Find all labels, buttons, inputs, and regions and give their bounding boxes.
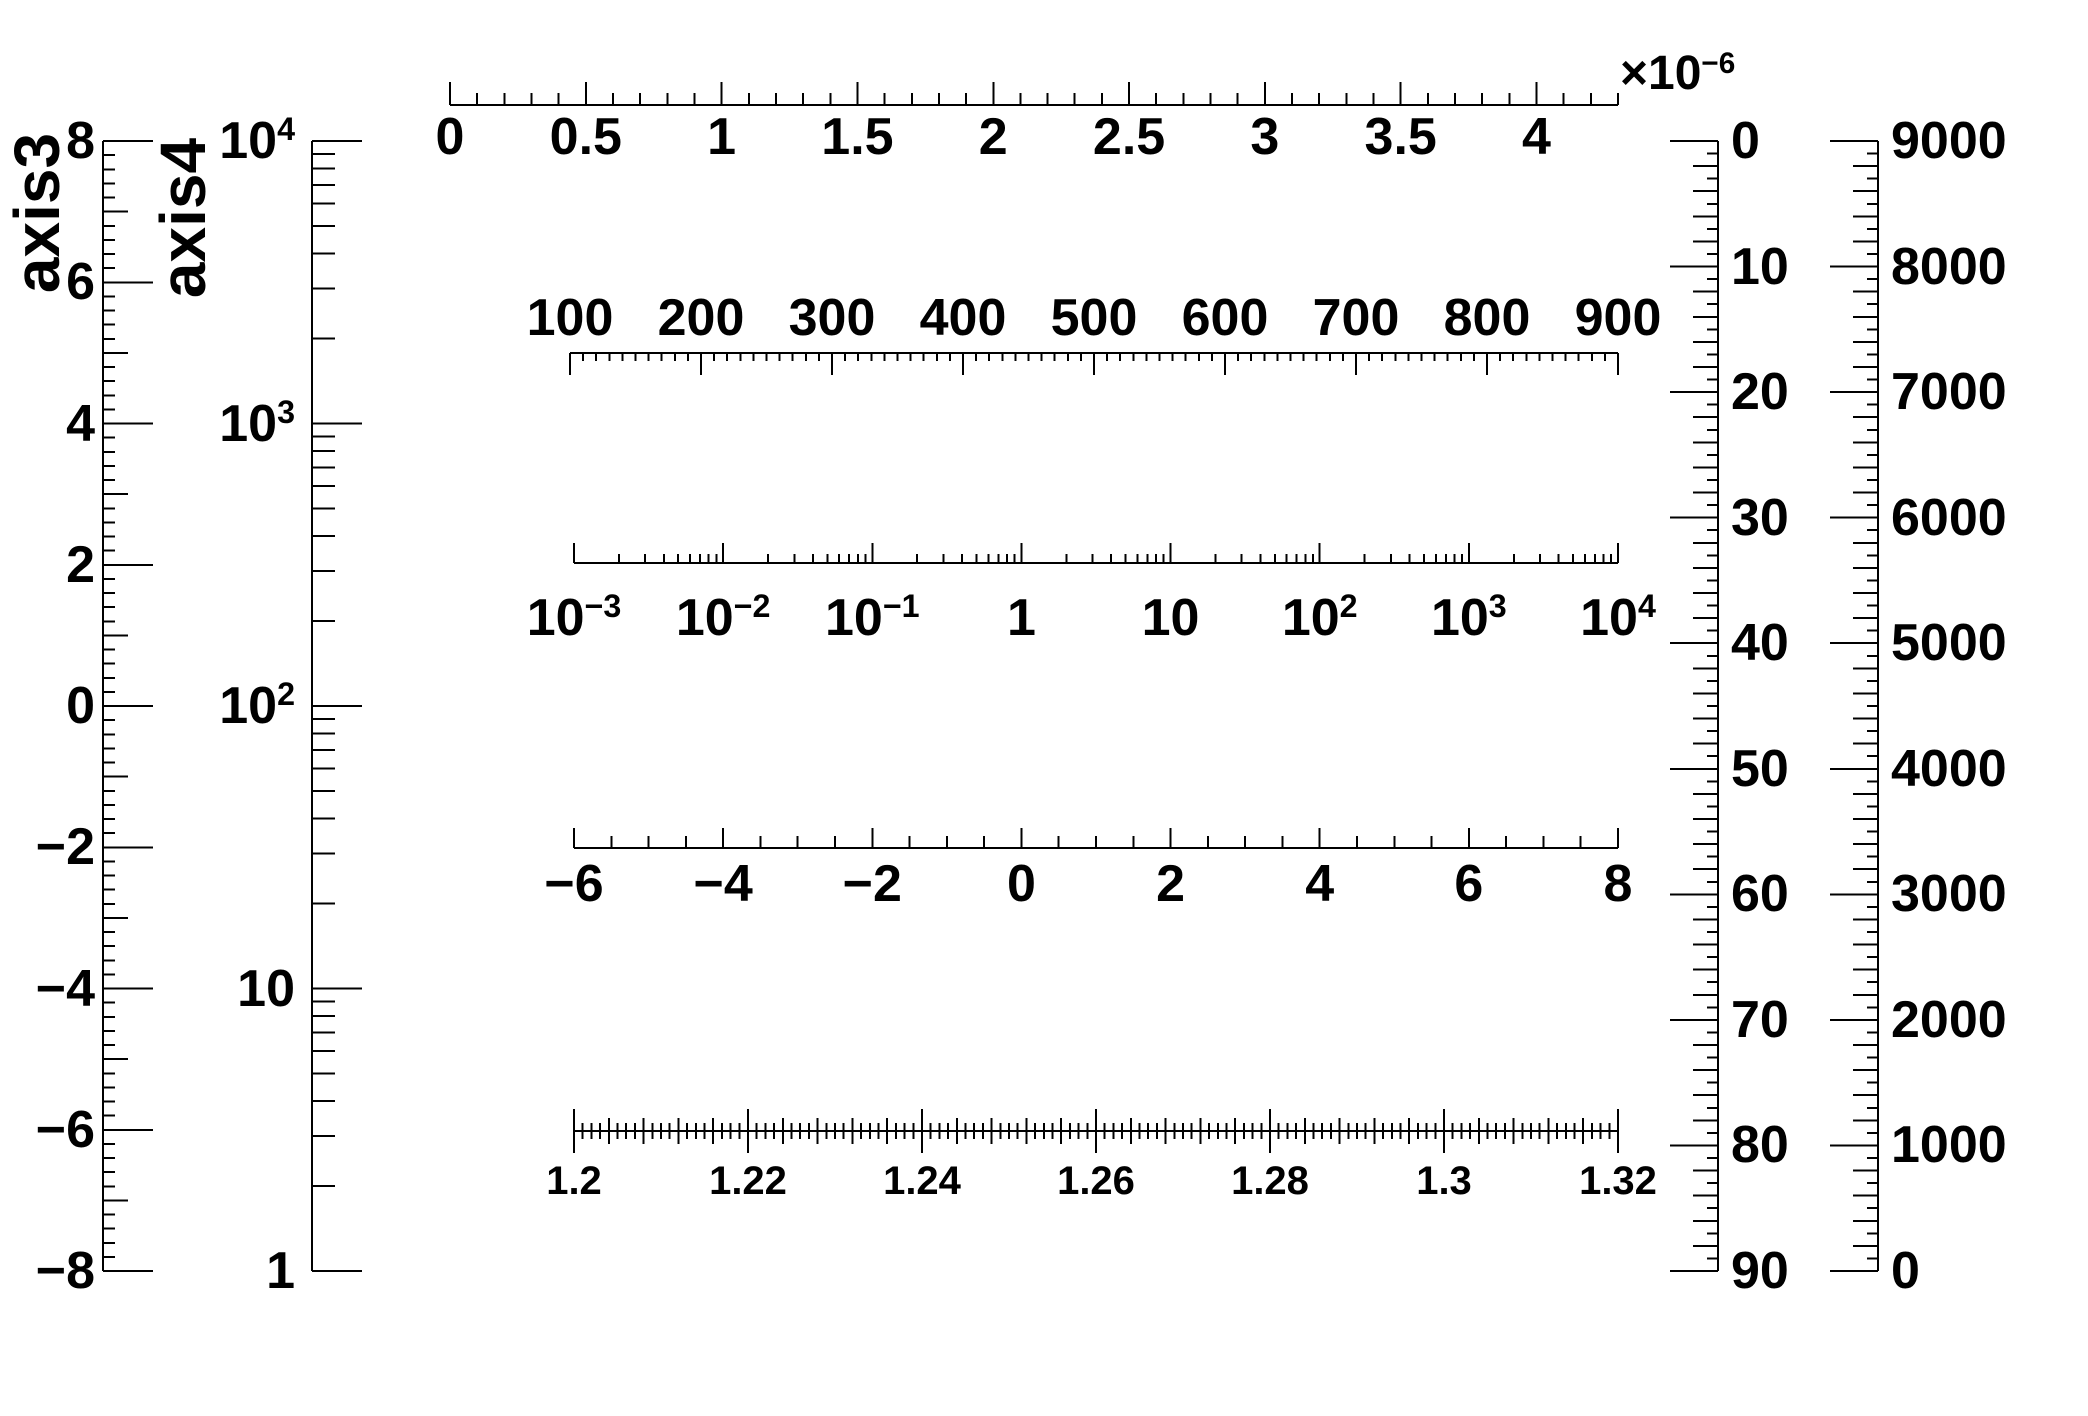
axis-right-0-90-label: 40 xyxy=(1731,614,1789,673)
axis-log-horizontal-label: 10 xyxy=(1141,589,1200,647)
axis3-vertical-linear-label: 0 xyxy=(66,677,95,735)
axis-1p2-1p32-label: 1.3 xyxy=(1416,1159,1472,1203)
axis3-vertical-linear xyxy=(102,140,153,1272)
axis-1p2-1p32-label: 1.2 xyxy=(546,1159,602,1203)
axis3-vertical-linear-label: −8 xyxy=(35,1242,95,1300)
axis-right-0-90-label: 90 xyxy=(1731,1242,1789,1300)
axis-1p2-1p32 xyxy=(573,1109,1619,1153)
axis-right-9000-0 xyxy=(1830,140,1879,1272)
axis-right-9000-0-label: 3000 xyxy=(1891,865,2007,924)
axis4-vertical-log-label: 103 xyxy=(219,393,295,453)
axis-minus6-8 xyxy=(573,828,1619,849)
axis-100-900 xyxy=(569,352,1619,375)
axis4-vertical-log-label: 102 xyxy=(219,676,295,735)
axis-minus6-8-label: −4 xyxy=(693,855,753,913)
axis-right-0-90-label: 70 xyxy=(1731,990,1789,1049)
axis3-vertical-linear-label: −6 xyxy=(35,1100,95,1159)
axis-log-horizontal-label: 102 xyxy=(1281,588,1358,647)
axis-top-linear-label: 2 xyxy=(978,108,1008,166)
top-axis-exponent-label: ×10−6 xyxy=(1620,46,1736,100)
axis3-vertical-linear-label: 8 xyxy=(66,112,95,170)
axis-right-9000-0-label: 2000 xyxy=(1891,990,2007,1049)
axis-100-900-label: 700 xyxy=(1312,289,1400,347)
axis-right-9000-0-label: 9000 xyxy=(1891,112,2007,170)
axis3-vertical-linear-label: −2 xyxy=(35,818,95,877)
axis-log-horizontal xyxy=(573,543,1619,564)
axis3-vertical-linear-label: 6 xyxy=(66,253,95,312)
axis-top-linear-label: 0 xyxy=(435,108,465,166)
axis-log-horizontal-label: 10−2 xyxy=(675,588,771,647)
axis-100-900-label: 300 xyxy=(788,289,876,347)
axis-minus6-8-label: 6 xyxy=(1454,855,1484,913)
axis-right-9000-0-label: 4000 xyxy=(1891,739,2007,798)
axis-top-linear-label: 3.5 xyxy=(1364,108,1437,166)
axis-top-linear-label: 1 xyxy=(707,108,737,166)
axis-right-0-90-label: 60 xyxy=(1731,865,1789,924)
axis-minus6-8-label: 2 xyxy=(1156,855,1186,913)
axis-minus6-8-label: 4 xyxy=(1305,855,1335,913)
axis-log-horizontal-label: 1 xyxy=(1006,589,1036,647)
axis-100-900-label: 800 xyxy=(1443,289,1531,347)
axis4-vertical-log xyxy=(311,140,362,1272)
axis-right-0-90-label: 0 xyxy=(1731,112,1760,170)
axis-1p2-1p32-label: 1.24 xyxy=(883,1159,961,1203)
axis-log-horizontal-label: 104 xyxy=(1580,588,1656,647)
axis-100-900-label: 200 xyxy=(657,289,745,347)
axis-100-900-label: 900 xyxy=(1574,289,1662,347)
axis-right-9000-0-label: 0 xyxy=(1891,1242,1920,1300)
axis-right-9000-0-label: 6000 xyxy=(1891,488,2007,547)
axis-100-900-label: 100 xyxy=(526,289,614,347)
axis-top-linear-label: 1.5 xyxy=(821,108,894,166)
axis-right-0-90-label: 50 xyxy=(1731,739,1789,798)
axis-right-0-90 xyxy=(1670,140,1719,1272)
axis-1p2-1p32-label: 1.32 xyxy=(1579,1159,1657,1203)
axis-top-linear-label: 4 xyxy=(1522,108,1551,166)
axis4-vertical-log-label: 104 xyxy=(219,111,295,170)
axis-minus6-8-label: 8 xyxy=(1603,855,1633,913)
axis-right-0-90-label: 10 xyxy=(1731,237,1789,296)
axis-top-linear-label: 3 xyxy=(1250,108,1280,166)
axis-minus6-8-label: −6 xyxy=(544,855,604,913)
axis3-vertical-linear-label: −4 xyxy=(35,959,95,1018)
axis-right-0-90-label: 20 xyxy=(1731,363,1789,422)
axis-log-horizontal-label: 10−1 xyxy=(824,588,920,647)
axis-1p2-1p32-label: 1.22 xyxy=(709,1159,787,1203)
axis4-vertical-log-label: 10 xyxy=(237,959,295,1018)
axis4-vertical-log-label: 1 xyxy=(266,1242,295,1300)
axis-100-900-label: 400 xyxy=(919,289,1007,347)
axis-100-900-label: 600 xyxy=(1181,289,1269,347)
axis-top-linear-label: 0.5 xyxy=(549,108,622,166)
axis3-vertical-linear-label: 4 xyxy=(66,394,95,453)
axis-1p2-1p32-label: 1.28 xyxy=(1231,1159,1309,1203)
axis-right-9000-0-label: 1000 xyxy=(1891,1116,2007,1175)
axis-1p2-1p32-label: 1.26 xyxy=(1057,1159,1135,1203)
axis-right-9000-0-label: 8000 xyxy=(1891,237,2007,296)
axis-log-horizontal-label: 10−3 xyxy=(526,588,622,647)
axis-right-9000-0-label: 7000 xyxy=(1891,363,2007,422)
axis-right-0-90-label: 80 xyxy=(1731,1116,1789,1175)
axis3-vertical-linear-label: 2 xyxy=(66,535,95,594)
axis-top-linear xyxy=(449,82,1619,106)
axis-top-linear-label: 2.5 xyxy=(1092,108,1166,166)
axis-minus6-8-label: −2 xyxy=(842,855,902,913)
axis-minus6-8-label: 0 xyxy=(1006,855,1036,913)
axis-log-horizontal-label: 103 xyxy=(1430,588,1507,647)
axis-right-9000-0-label: 5000 xyxy=(1891,614,2007,673)
axis-right-0-90-label: 30 xyxy=(1731,488,1789,547)
axis-100-900-label: 500 xyxy=(1050,289,1138,347)
